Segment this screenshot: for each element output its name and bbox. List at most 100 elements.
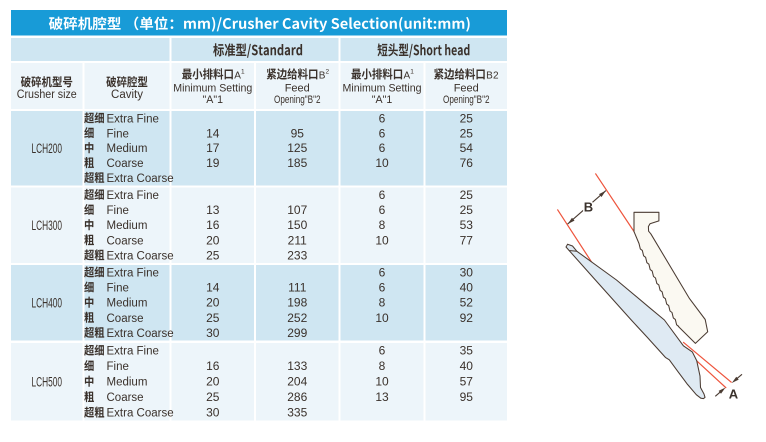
svg-text:Fine: Fine: [107, 128, 129, 140]
svg-text:2: 2: [493, 71, 499, 82]
svg-text:6: 6: [379, 281, 386, 295]
svg-text:8: 8: [379, 296, 386, 310]
svg-text:286: 286: [287, 390, 307, 404]
svg-text:6: 6: [379, 126, 386, 140]
svg-text:76: 76: [460, 156, 474, 170]
svg-text:LCH300: LCH300: [32, 218, 63, 233]
svg-text:Coarse: Coarse: [107, 158, 144, 170]
svg-text:Coarse: Coarse: [107, 313, 144, 325]
svg-text:204: 204: [287, 375, 307, 389]
svg-text:16: 16: [206, 359, 220, 373]
svg-text:Minimum Setting: Minimum Setting: [173, 82, 252, 94]
svg-text:Feed: Feed: [454, 82, 479, 94]
svg-text:Opening"B"2: Opening"B"2: [274, 94, 321, 106]
svg-text:30: 30: [206, 406, 220, 420]
svg-text:Medium: Medium: [107, 220, 148, 232]
svg-text:17: 17: [206, 141, 220, 155]
svg-text:25: 25: [460, 203, 474, 217]
svg-text:Medium: Medium: [107, 298, 148, 310]
svg-text:13: 13: [206, 203, 220, 217]
svg-text:52: 52: [460, 296, 474, 310]
svg-text:25: 25: [460, 126, 474, 140]
svg-text:57: 57: [460, 375, 474, 389]
svg-text:25: 25: [460, 188, 474, 202]
svg-text:10: 10: [375, 156, 389, 170]
svg-text:10: 10: [375, 233, 389, 247]
svg-text:A: A: [234, 71, 241, 82]
svg-text:B: B: [584, 199, 593, 214]
svg-text:25: 25: [206, 311, 220, 325]
svg-text:Extra Fine: Extra Fine: [107, 267, 159, 279]
svg-text:B: B: [319, 71, 326, 82]
svg-text:6: 6: [379, 265, 386, 279]
svg-text:35: 35: [460, 344, 474, 358]
svg-text:1: 1: [410, 68, 414, 75]
svg-text:92: 92: [460, 311, 474, 325]
svg-text:54: 54: [460, 141, 474, 155]
svg-text:125: 125: [287, 141, 307, 155]
svg-text:Minimum Setting: Minimum Setting: [343, 82, 422, 94]
svg-text:10: 10: [375, 375, 389, 389]
svg-text:150: 150: [287, 218, 307, 232]
svg-text:14: 14: [206, 126, 220, 140]
svg-text:Extra Fine: Extra Fine: [107, 113, 159, 125]
svg-text:Cavity: Cavity: [111, 89, 143, 101]
svg-text:Extra Fine: Extra Fine: [107, 190, 159, 202]
svg-text:13: 13: [375, 390, 389, 404]
svg-text:Extra Fine: Extra Fine: [107, 346, 159, 358]
svg-text:A: A: [729, 387, 739, 402]
svg-text:Extra Coarse: Extra Coarse: [107, 250, 174, 262]
svg-text:Extra Coarse: Extra Coarse: [107, 173, 174, 185]
svg-text:25: 25: [460, 111, 474, 125]
svg-text:185: 185: [287, 156, 307, 170]
svg-text:53: 53: [460, 218, 474, 232]
svg-text:Opening"B"2: Opening"B"2: [443, 94, 490, 106]
svg-text:8: 8: [379, 359, 386, 373]
svg-text:6: 6: [379, 344, 386, 358]
svg-text:25: 25: [206, 248, 220, 262]
svg-text:233: 233: [287, 248, 307, 262]
svg-text:Medium: Medium: [107, 143, 148, 155]
svg-text:198: 198: [287, 296, 307, 310]
svg-text:"A"1: "A"1: [372, 94, 393, 106]
svg-text:Medium: Medium: [107, 377, 148, 389]
svg-text:16: 16: [206, 218, 220, 232]
svg-text:10: 10: [375, 311, 389, 325]
svg-text:95: 95: [460, 390, 474, 404]
svg-text:Extra Coarse: Extra Coarse: [107, 408, 174, 420]
svg-text:6: 6: [379, 188, 386, 202]
svg-text:Fine: Fine: [107, 361, 129, 373]
svg-text:LCH400: LCH400: [32, 295, 63, 310]
svg-text:2: 2: [326, 68, 330, 75]
svg-text:1: 1: [241, 68, 245, 75]
svg-text:30: 30: [206, 326, 220, 340]
svg-text:LCH200: LCH200: [32, 141, 63, 156]
svg-text:211: 211: [288, 233, 307, 247]
svg-text:LCH500: LCH500: [32, 374, 63, 389]
svg-text:40: 40: [460, 359, 474, 373]
svg-text:6: 6: [379, 203, 386, 217]
svg-text:107: 107: [287, 203, 307, 217]
svg-text:Feed: Feed: [285, 82, 310, 94]
svg-text:6: 6: [379, 141, 386, 155]
svg-text:25: 25: [206, 390, 220, 404]
svg-text:Fine: Fine: [107, 283, 129, 295]
svg-text:20: 20: [206, 233, 220, 247]
svg-text:A: A: [404, 71, 411, 82]
svg-text:77: 77: [460, 233, 474, 247]
svg-text:335: 335: [287, 406, 307, 420]
svg-text:20: 20: [206, 375, 220, 389]
svg-text:Coarse: Coarse: [107, 392, 144, 404]
svg-text:Coarse: Coarse: [107, 235, 144, 247]
svg-text:B: B: [486, 71, 493, 82]
svg-text:Fine: Fine: [107, 205, 129, 217]
svg-text:8: 8: [379, 218, 386, 232]
svg-text:111: 111: [288, 281, 307, 295]
svg-text:"A"1: "A"1: [203, 94, 224, 106]
svg-text:30: 30: [460, 265, 474, 279]
svg-text:95: 95: [291, 126, 305, 140]
svg-text:133: 133: [287, 359, 307, 373]
svg-text:299: 299: [287, 326, 307, 340]
svg-text:Extra Coarse: Extra Coarse: [107, 328, 174, 340]
svg-text:6: 6: [379, 111, 386, 125]
